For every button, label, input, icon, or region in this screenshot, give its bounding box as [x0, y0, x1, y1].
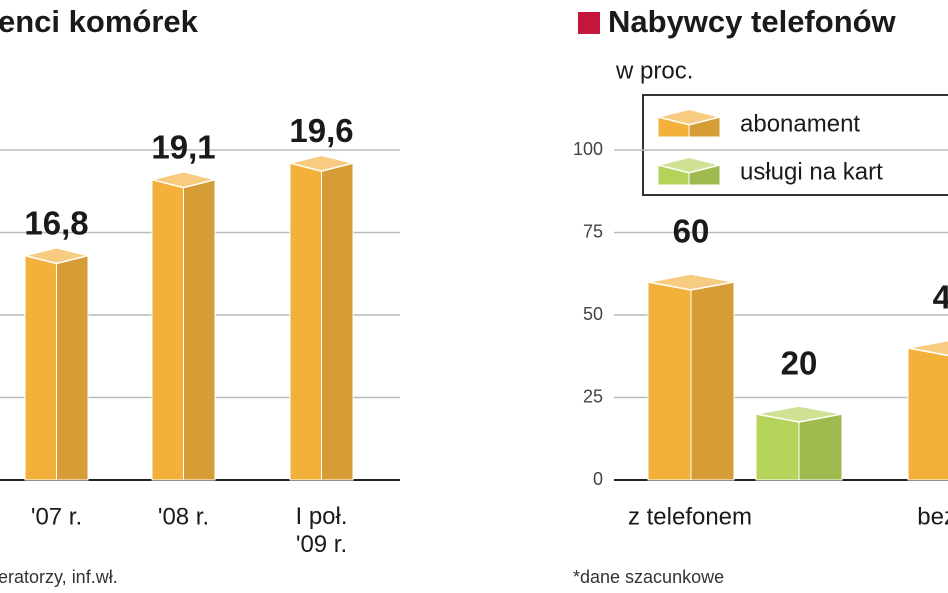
bar-front-left [24, 255, 57, 481]
title-marker [578, 12, 600, 34]
y-tick-label: 0 [593, 469, 603, 489]
y-tick-label: 75 [583, 221, 603, 241]
bar-top [24, 246, 89, 265]
bar [907, 339, 948, 481]
x-tick-label: bez te [917, 503, 948, 530]
bar-front-right [690, 281, 735, 481]
chart-subtitle: w proc. [615, 57, 693, 84]
legend-label: abonament [740, 110, 860, 137]
value-label: 16,8 [24, 204, 88, 241]
bar-top [907, 339, 948, 357]
legend-swatch [657, 156, 721, 186]
bar-top [657, 108, 721, 126]
value-label: 19,1 [151, 128, 215, 165]
bar-front-right [183, 179, 216, 481]
bar-top [289, 154, 354, 172]
note: *dane szacunkowe [573, 567, 724, 587]
bar-front-right [798, 413, 843, 481]
bar-front-left [289, 162, 322, 481]
x-tick-line: I poł. [295, 503, 347, 530]
bar [24, 246, 89, 481]
x-tick-line: '09 r. [296, 531, 347, 558]
bar-front-left [755, 413, 800, 481]
bar-front-right [321, 162, 354, 481]
bar [647, 273, 735, 481]
y-tick-label: 100 [573, 139, 603, 159]
bar [755, 405, 843, 481]
x-tick-label: '08 r. [158, 503, 209, 530]
y-tick-label: 50 [583, 304, 603, 324]
legend-swatch [657, 108, 721, 138]
x-tick-label: I poł. '09 r. [295, 503, 347, 558]
bar-front-left [647, 281, 692, 481]
bar-top [755, 405, 843, 423]
bar-front-left [907, 347, 948, 481]
value-label: 19,6 [289, 112, 353, 149]
source: eratorzy, inf.wł. [0, 567, 118, 587]
chart-title: Nabywcy telefonów [608, 4, 897, 39]
bar [289, 154, 354, 481]
value-label: 20 [781, 345, 818, 382]
x-tick-label: z telefonem [628, 503, 752, 530]
bar-top [657, 156, 721, 174]
value-label: 40 [933, 279, 948, 316]
y-tick-label: 25 [583, 386, 603, 406]
bar-top [647, 273, 735, 291]
bar-top [151, 171, 216, 189]
bar-front-left [151, 179, 184, 481]
legend-label: usługi na kart [740, 158, 883, 185]
x-tick-label: '07 r. [31, 503, 82, 530]
bar [151, 171, 216, 481]
bar-front-right [56, 255, 89, 481]
value-label: 60 [673, 213, 710, 250]
chart-title: enci komórek [0, 4, 199, 39]
